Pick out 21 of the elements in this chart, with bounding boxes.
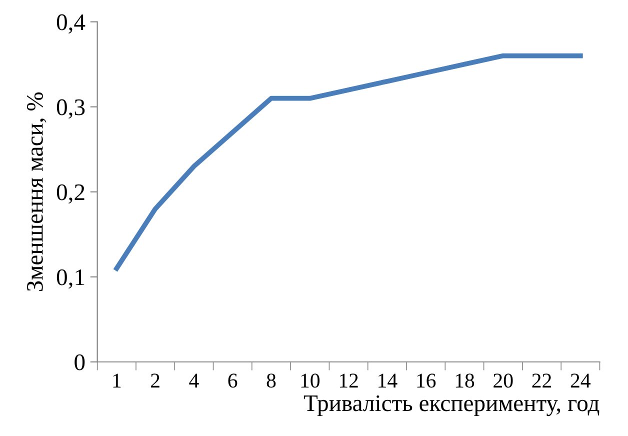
x-tick-label: 22 [532,374,552,388]
y-tick-label: 0,4 [56,14,86,34]
x-tick-label: 24 [570,374,591,388]
x-tick-label: 12 [340,374,358,388]
x-tick-label: 10 [301,374,320,388]
x-tick-label: 20 [494,374,513,388]
y-tick-label: 0,2 [56,184,84,204]
x-tick-label: 18 [456,374,474,388]
x-tick-label: 2 [151,374,160,388]
y-tick-label: 0 [74,354,85,370]
x-tick-label: 1 [113,374,121,388]
x-tick-label: 8 [266,374,276,388]
y-tick-label: 0,3 [56,99,85,119]
y-axis-title: Зменшення маси, % [26,92,46,291]
y-tick-label: 0,1 [56,269,84,289]
line-series [114,53,583,271]
x-axis-title: Тривалість експерименту, год [304,395,600,416]
x-tick-label: 4 [189,374,199,388]
x-tick-label: 14 [378,374,398,388]
x-tick-label: 16 [417,374,436,388]
x-tick-label: 6 [228,374,238,388]
